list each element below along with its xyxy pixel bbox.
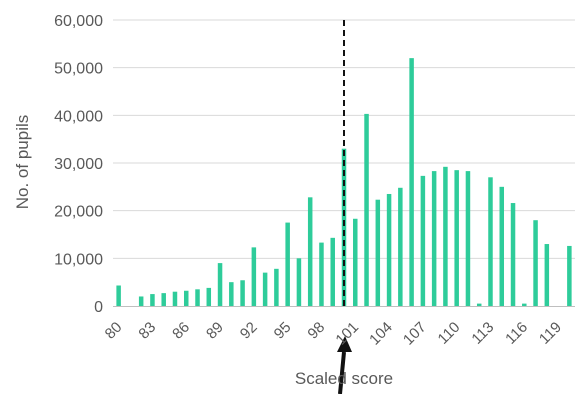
bar: [364, 113, 369, 306]
bar: [116, 285, 121, 306]
bar: [274, 268, 279, 306]
bar: [138, 296, 144, 306]
bar: [319, 242, 324, 306]
x-tick-label: 95: [271, 319, 295, 343]
bar: [229, 282, 234, 306]
bar: [454, 170, 459, 306]
bar: [533, 220, 538, 306]
bar: [307, 197, 313, 306]
bar: [386, 193, 392, 306]
bar: [217, 263, 223, 306]
y-tick-label: 40,000: [54, 108, 103, 125]
bars: [116, 58, 572, 307]
bar: [353, 218, 358, 306]
x-axis-title: Scaled score: [295, 369, 393, 388]
bar: [567, 245, 572, 306]
bar: [296, 258, 302, 306]
pointer-arrow-shaft: [338, 351, 346, 395]
bar: [240, 280, 245, 306]
x-tick-label: 89: [203, 319, 227, 343]
bar: [476, 303, 482, 306]
bar: [544, 244, 550, 306]
bar: [206, 287, 212, 306]
x-tick-label: 110: [435, 319, 464, 348]
bar: [510, 203, 516, 306]
bar: [431, 171, 437, 306]
pointer-arrow-head: [337, 336, 352, 352]
bar: [341, 148, 347, 306]
y-axis-title: No. of pupils: [13, 115, 32, 210]
bar: [330, 237, 335, 306]
bar: [522, 303, 527, 306]
y-tick-label: 20,000: [54, 204, 103, 221]
bar: [375, 199, 381, 306]
x-tick-label: 101: [332, 319, 362, 349]
y-tick-label: 0: [94, 299, 103, 316]
threshold-marker: [337, 20, 352, 395]
bar: [398, 187, 403, 306]
x-tick-label: 119: [536, 319, 565, 348]
x-tick-label: 86: [169, 319, 193, 343]
bar: [150, 294, 155, 306]
bar: [161, 293, 166, 306]
x-tick-label: 80: [102, 319, 126, 343]
x-tick-label: 113: [468, 319, 497, 348]
y-tick-label: 50,000: [54, 61, 103, 78]
x-tick-label: 104: [366, 319, 396, 349]
bar: [183, 290, 189, 306]
bar: [285, 222, 290, 306]
x-tick-label: 116: [502, 319, 531, 348]
x-tick-label: 83: [135, 319, 159, 343]
x-tick-label: 92: [237, 319, 261, 343]
bar: [499, 186, 505, 306]
x-tick-label: 107: [400, 319, 430, 349]
bar: [195, 289, 200, 306]
bar: [251, 247, 257, 306]
y-tick-label: 30,000: [54, 156, 103, 173]
bar: [488, 177, 493, 306]
bar: [409, 58, 414, 307]
y-tick-label: 60,000: [54, 13, 103, 30]
bar: [443, 166, 448, 306]
x-tick-label: 98: [304, 319, 328, 343]
bar: [172, 291, 178, 306]
bar: [465, 171, 471, 306]
y-tick-label: 10,000: [54, 251, 103, 268]
bar: [262, 272, 268, 306]
bar: [420, 175, 426, 306]
